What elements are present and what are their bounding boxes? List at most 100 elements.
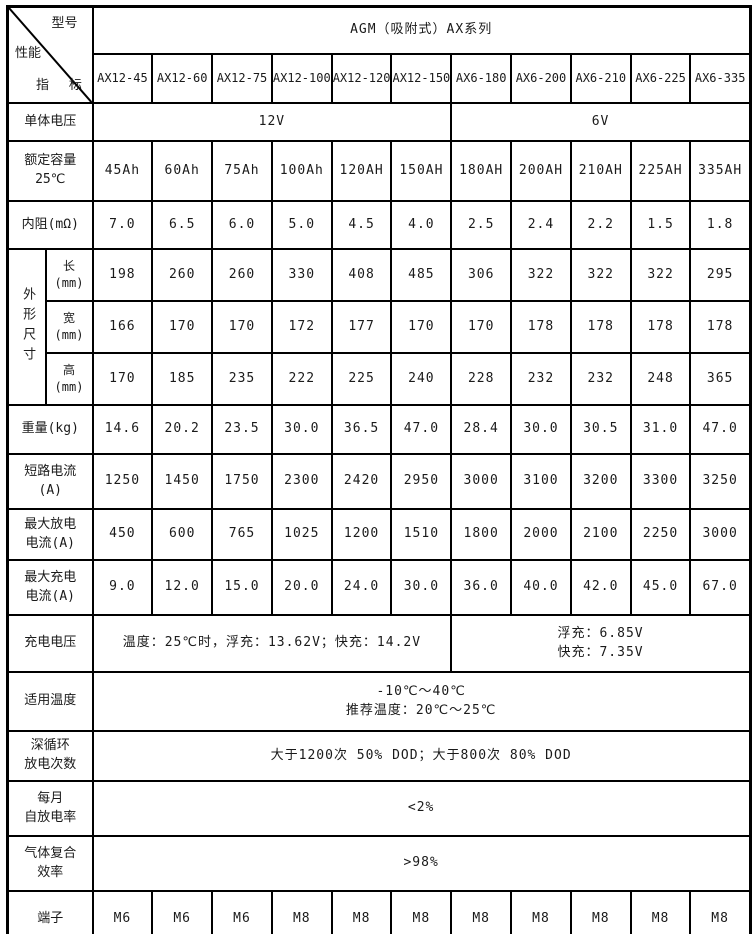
spec-cell: 765	[211, 508, 273, 562]
spec-cell: 408	[330, 248, 393, 303]
spec-cell: 295	[689, 248, 752, 303]
table-row: 宽 (mm) 166 170 170 172 177 170 170 178 178 178 178	[8, 300, 752, 355]
spec-cell: 322	[569, 248, 632, 303]
spec-cell: 40.0	[510, 559, 572, 617]
row-label: 单体电压	[6, 102, 94, 143]
spec-cell: M8	[390, 890, 453, 934]
spec-cell: 14.6	[91, 404, 154, 456]
spec-cell: M8	[270, 890, 333, 934]
model-header: AX6-335	[689, 52, 752, 105]
spec-cell: 200AH	[510, 140, 572, 203]
series-title: AGM（吸附式）AX系列	[91, 5, 752, 55]
spec-cell: 100Ah	[270, 140, 333, 203]
spec-cell: 170	[390, 300, 453, 355]
spec-cell: 1750	[211, 453, 273, 511]
spec-span-cell: 温度：25℃时，浮充：13.62V；快充：14.2V	[91, 614, 453, 674]
spec-table-header: 型号 性能 指 标 AGM（吸附式）AX系列 AX12-45 AX12-60 AX1…	[6, 5, 752, 105]
row-sub-label: 高 (mm)	[44, 352, 94, 407]
table-row: 短路电流 (A) 1250 1450 1750 2300 2420 2950 3000 3100…	[6, 453, 752, 511]
row-sub-label: 长 (mm)	[44, 248, 94, 303]
spec-cell: 1.8	[689, 200, 752, 251]
spec-cell: 3000	[689, 508, 752, 562]
spec-cell: 120AH	[330, 140, 393, 203]
spec-cell: 75Ah	[211, 140, 273, 203]
spec-cell: 30.5	[569, 404, 632, 456]
row-label: 重量(kg)	[6, 404, 94, 456]
spec-cell: 1.5	[629, 200, 692, 251]
corner-label-performance: 性能	[15, 46, 42, 61]
spec-cell: 180AH	[450, 140, 513, 203]
spec-cell: 45Ah	[91, 140, 154, 203]
spec-cell: 30.0	[390, 559, 453, 617]
spec-cell: 150AH	[390, 140, 453, 203]
spec-cell: 3250	[689, 453, 752, 511]
spec-cell: 225AH	[629, 140, 692, 203]
spec-cell: 210AH	[569, 140, 632, 203]
spec-cell: 1250	[91, 453, 154, 511]
table-row: 气体复合 效率 >98%	[6, 835, 752, 893]
spec-cell: 232	[569, 352, 632, 407]
row-label: 最大放电 电流(A)	[6, 508, 94, 562]
spec-cell: 6.5	[151, 200, 214, 251]
spec-cell: 20.0	[270, 559, 333, 617]
spec-cell: 198	[91, 248, 154, 303]
table-row: 重量(kg) 14.6 20.2 23.5 30.0 36.5 47.0 28.4 30.0 30…	[6, 404, 752, 456]
table-row: 每月 自放电率 <2%	[6, 780, 752, 838]
spec-cell: 45.0	[629, 559, 692, 617]
spec-cell: 15.0	[211, 559, 273, 617]
table-row: 高 (mm) 170 185 235 222 225 240 228 232 232 248 365	[8, 352, 752, 407]
model-header: AX12-75	[211, 52, 273, 105]
row-sub-label: 宽 (mm)	[44, 300, 94, 355]
spec-table-body: 单体电压 12V 6V 额定容量 25℃ 45Ah 60Ah 75Ah 100Ah 120AH 1…	[6, 102, 752, 934]
spec-cell: 260	[151, 248, 214, 303]
spec-cell: 225	[330, 352, 393, 407]
spec-span-cell: 浮充：6.85V 快充：7.35V	[450, 614, 752, 674]
table-row: 额定容量 25℃ 45Ah 60Ah 75Ah 100Ah 120AH 150AH 180AH…	[6, 140, 752, 203]
spec-cell: 4.5	[330, 200, 393, 251]
spec-cell: 3000	[450, 453, 513, 511]
spec-cell: 1510	[390, 508, 453, 562]
spec-span-cell: 6V	[450, 102, 752, 143]
spec-cell: 1450	[151, 453, 214, 511]
row-label: 短路电流 (A)	[6, 453, 94, 511]
corner-cell: 型号 性能 指 标	[6, 5, 94, 105]
spec-cell: M6	[91, 890, 154, 934]
spec-cell: M6	[151, 890, 214, 934]
model-header: AX12-120	[330, 52, 393, 105]
spec-cell: 2000	[510, 508, 572, 562]
row-label: 适用温度	[6, 671, 94, 733]
spec-cell: 600	[151, 508, 214, 562]
spec-cell: 30.0	[270, 404, 333, 456]
model-header: AX6-210	[569, 52, 632, 105]
spec-cell: M8	[510, 890, 572, 934]
spec-cell: 2250	[629, 508, 692, 562]
spec-cell: 170	[211, 300, 273, 355]
spec-span-cell: 大于1200次 50% DOD；大于800次 80% DOD	[91, 730, 752, 783]
spec-cell: 47.0	[390, 404, 453, 456]
row-label: 端子	[6, 890, 94, 934]
spec-cell: 2300	[270, 453, 333, 511]
spec-cell: 170	[151, 300, 214, 355]
table-row: 端子 M6 M6 M6 M8 M8 M8 M8 M8 M8 M8 M8	[6, 890, 752, 934]
spec-cell: 2.4	[510, 200, 572, 251]
model-header: AX6-200	[510, 52, 572, 105]
spec-cell: 166	[91, 300, 154, 355]
spec-cell: M8	[629, 890, 692, 934]
model-header: AX12-100	[270, 52, 333, 105]
spec-cell: 330	[270, 248, 333, 303]
spec-cell: 228	[450, 352, 513, 407]
spec-cell: 3100	[510, 453, 572, 511]
model-header: AX6-225	[629, 52, 692, 105]
model-header-row: AX12-45 AX12-60 AX12-75 AX12-100 AX12-120 AX1…	[8, 52, 752, 105]
spec-cell: 178	[510, 300, 572, 355]
spec-cell: 322	[629, 248, 692, 303]
spec-cell: 2.2	[569, 200, 632, 251]
spec-cell: M8	[689, 890, 752, 934]
table-row: 内阻(mΩ) 7.0 6.5 6.0 5.0 4.5 4.0 2.5 2.4 2.2 1.5 1.8	[6, 200, 752, 251]
spec-cell: M8	[450, 890, 513, 934]
spec-cell: 260	[211, 248, 273, 303]
spec-cell: 240	[390, 352, 453, 407]
model-header: AX12-45	[91, 52, 154, 105]
spec-cell: 42.0	[569, 559, 632, 617]
spec-cell: 1025	[270, 508, 333, 562]
